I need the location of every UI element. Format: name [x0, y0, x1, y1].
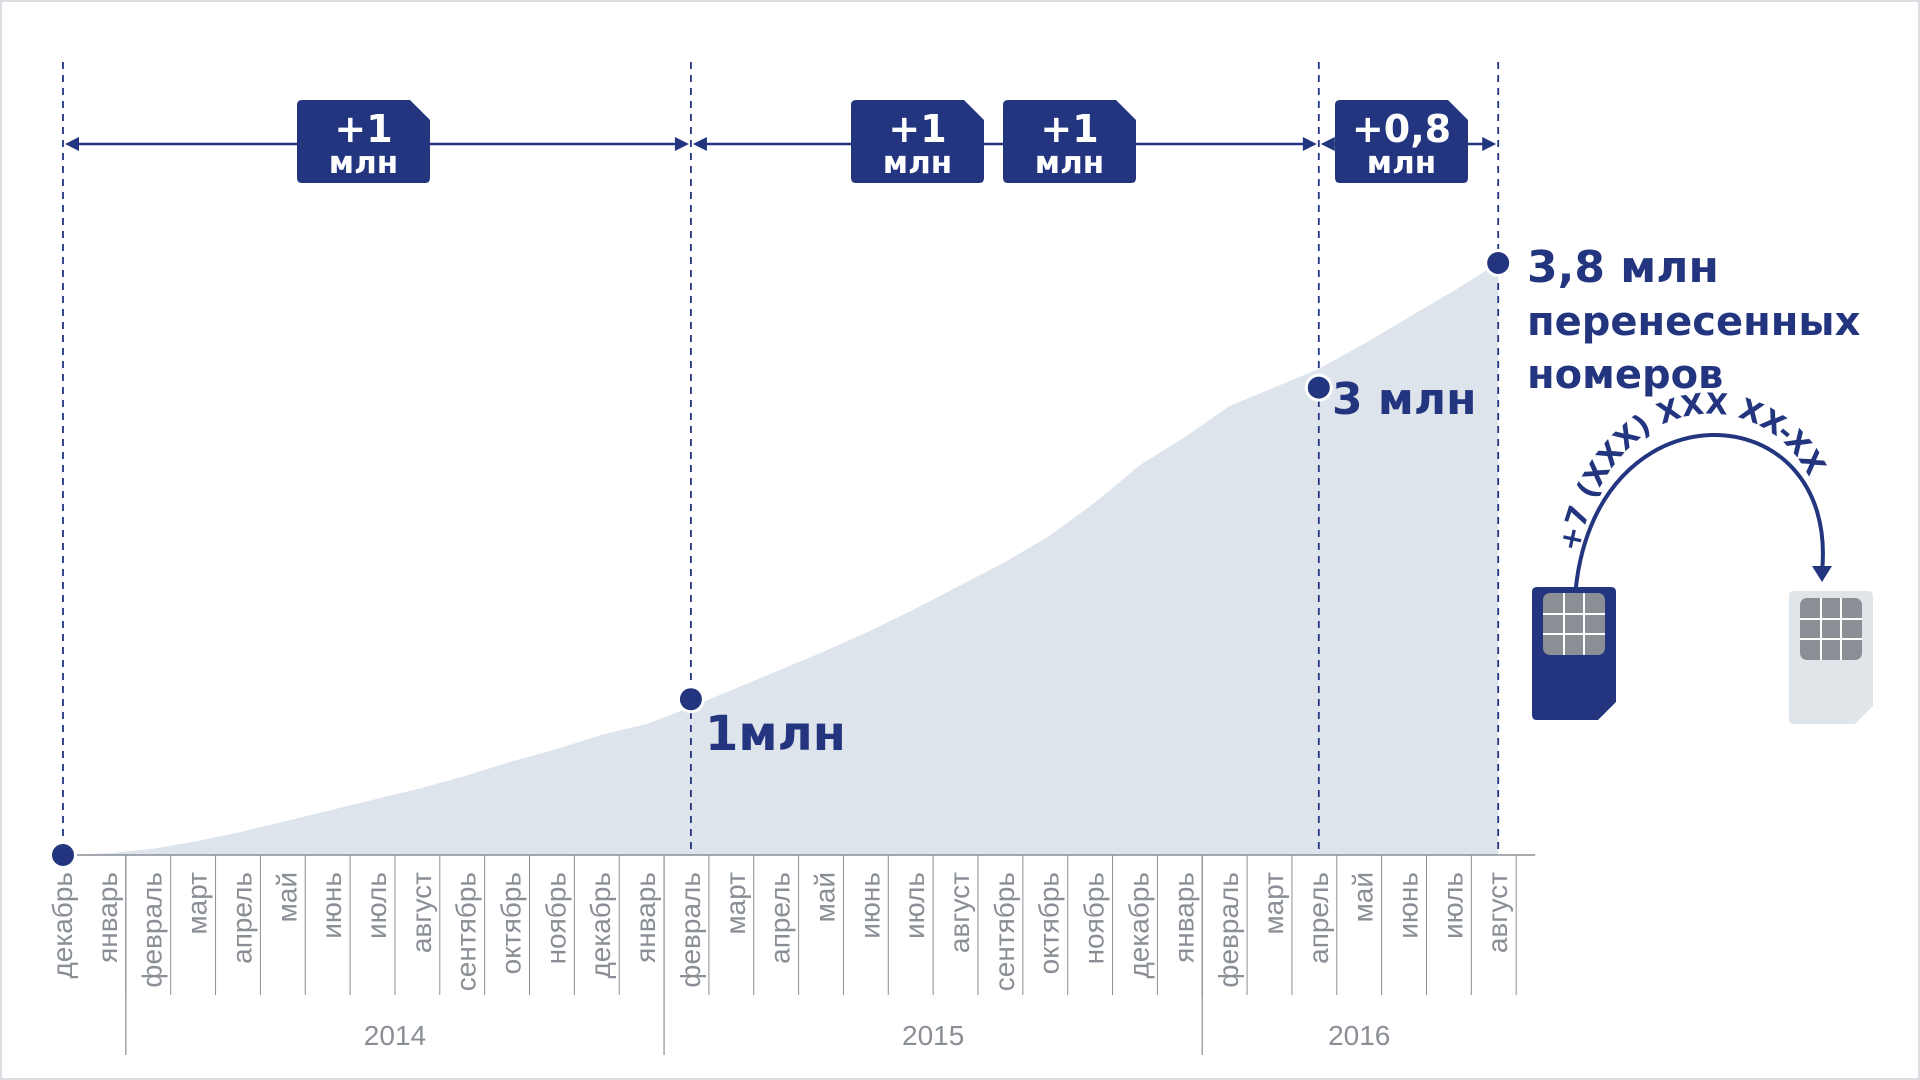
milestone-label: номеров	[1527, 352, 1723, 398]
x-tick-label: июль	[899, 872, 930, 939]
arrow-head-left	[1320, 137, 1335, 151]
badge-value: +1	[888, 107, 946, 151]
x-tick-label: январь	[630, 872, 661, 963]
badge-value: +1	[1040, 107, 1098, 151]
arrow-head-right	[674, 137, 689, 151]
milestone-label: 3,8 млн	[1527, 242, 1719, 293]
x-axis: декабрь январь февраль март апрель май июнь июл…	[47, 854, 1536, 1055]
sim-card-source	[1532, 587, 1616, 720]
x-tick-label: март	[1258, 872, 1289, 935]
badge-shape	[851, 100, 984, 183]
arrow-head-left	[692, 137, 707, 151]
x-tick-label: февраль	[137, 872, 168, 988]
milestone-point	[679, 688, 702, 711]
x-tick-label: май	[809, 872, 840, 922]
badge-unit: млн	[1367, 145, 1436, 181]
x-tick-label: сентябрь	[989, 872, 1020, 991]
area-layer	[63, 263, 1499, 855]
milestone-point	[1307, 376, 1330, 399]
x-tick-label: август	[406, 872, 437, 953]
x-tick-label: январь	[1168, 872, 1199, 963]
x-tick-label: апрель	[226, 872, 257, 964]
increment-badge: +1млн	[1003, 100, 1136, 183]
x-tick-label: ноябрь	[1079, 872, 1110, 964]
year-label: 2015	[902, 1020, 964, 1051]
area-series	[63, 263, 1499, 855]
year-label: 2014	[364, 1020, 426, 1051]
x-tick-label: июль	[1437, 872, 1468, 939]
period-boundary-lines	[62, 62, 1500, 855]
badge-unit: млн	[1035, 145, 1104, 181]
x-tick-label: октябрь	[496, 872, 527, 974]
x-tick-label: май	[271, 872, 302, 922]
x-tick-label: апрель	[765, 872, 796, 964]
transfer-arrow-head	[1812, 566, 1832, 582]
milestone-label: перенесенных	[1527, 299, 1861, 345]
arrow-head-right	[1302, 137, 1317, 151]
sim-chip	[1543, 593, 1605, 655]
x-tick-label: сентябрь	[451, 872, 482, 991]
milestone-point	[52, 844, 74, 866]
arrow-head-left	[65, 137, 79, 151]
x-tick-label: июнь	[316, 872, 347, 939]
milestone-points: 1млн 3 млн 3,8 млн перенесенных номеров	[49, 242, 1861, 869]
badge-value: +1	[334, 107, 392, 151]
x-tick-label: ноябрь	[540, 872, 571, 964]
x-tick-label: июль	[361, 872, 392, 939]
chip-plate	[1543, 593, 1605, 655]
x-tick-label: декабрь	[47, 872, 78, 979]
badge-value: +0,8	[1352, 107, 1451, 151]
milestone-point	[1487, 252, 1510, 274]
x-tick-label: октябрь	[1034, 872, 1065, 974]
badge-unit: млн	[329, 145, 398, 181]
increment-badge: +1млн	[297, 100, 430, 183]
x-tick-label: февраль	[1213, 872, 1244, 988]
x-tick-label: март	[720, 872, 751, 935]
x-tick-label: февраль	[675, 872, 706, 988]
x-tick-label: апрель	[1303, 872, 1334, 964]
x-tick-label: июнь	[854, 872, 885, 939]
badge-shape	[297, 100, 430, 183]
x-tick-label: август	[1482, 872, 1513, 953]
badge-shape	[1335, 100, 1468, 183]
arrow-head-right	[1482, 137, 1497, 151]
badge-unit: млн	[883, 145, 952, 181]
increment-badge: +1млн	[851, 100, 984, 183]
x-tick-label: май	[1348, 872, 1379, 922]
x-tick-label: август	[944, 872, 975, 953]
badge-shape	[1003, 100, 1136, 183]
transfer-curve	[1573, 433, 1825, 599]
x-tick-label: декабрь	[1123, 872, 1154, 979]
x-tick-label: декабрь	[585, 872, 616, 979]
milestone-label: 3 млн	[1332, 374, 1477, 425]
x-tick-label: январь	[92, 872, 123, 963]
chip-plate	[1800, 598, 1862, 660]
sim-card-target	[1789, 591, 1873, 724]
sim-chip	[1800, 598, 1862, 660]
year-label: 2016	[1328, 1020, 1390, 1051]
x-tick-label: март	[182, 872, 213, 935]
x-tick-label: июнь	[1393, 872, 1424, 939]
milestone-label: 1млн	[705, 706, 846, 762]
